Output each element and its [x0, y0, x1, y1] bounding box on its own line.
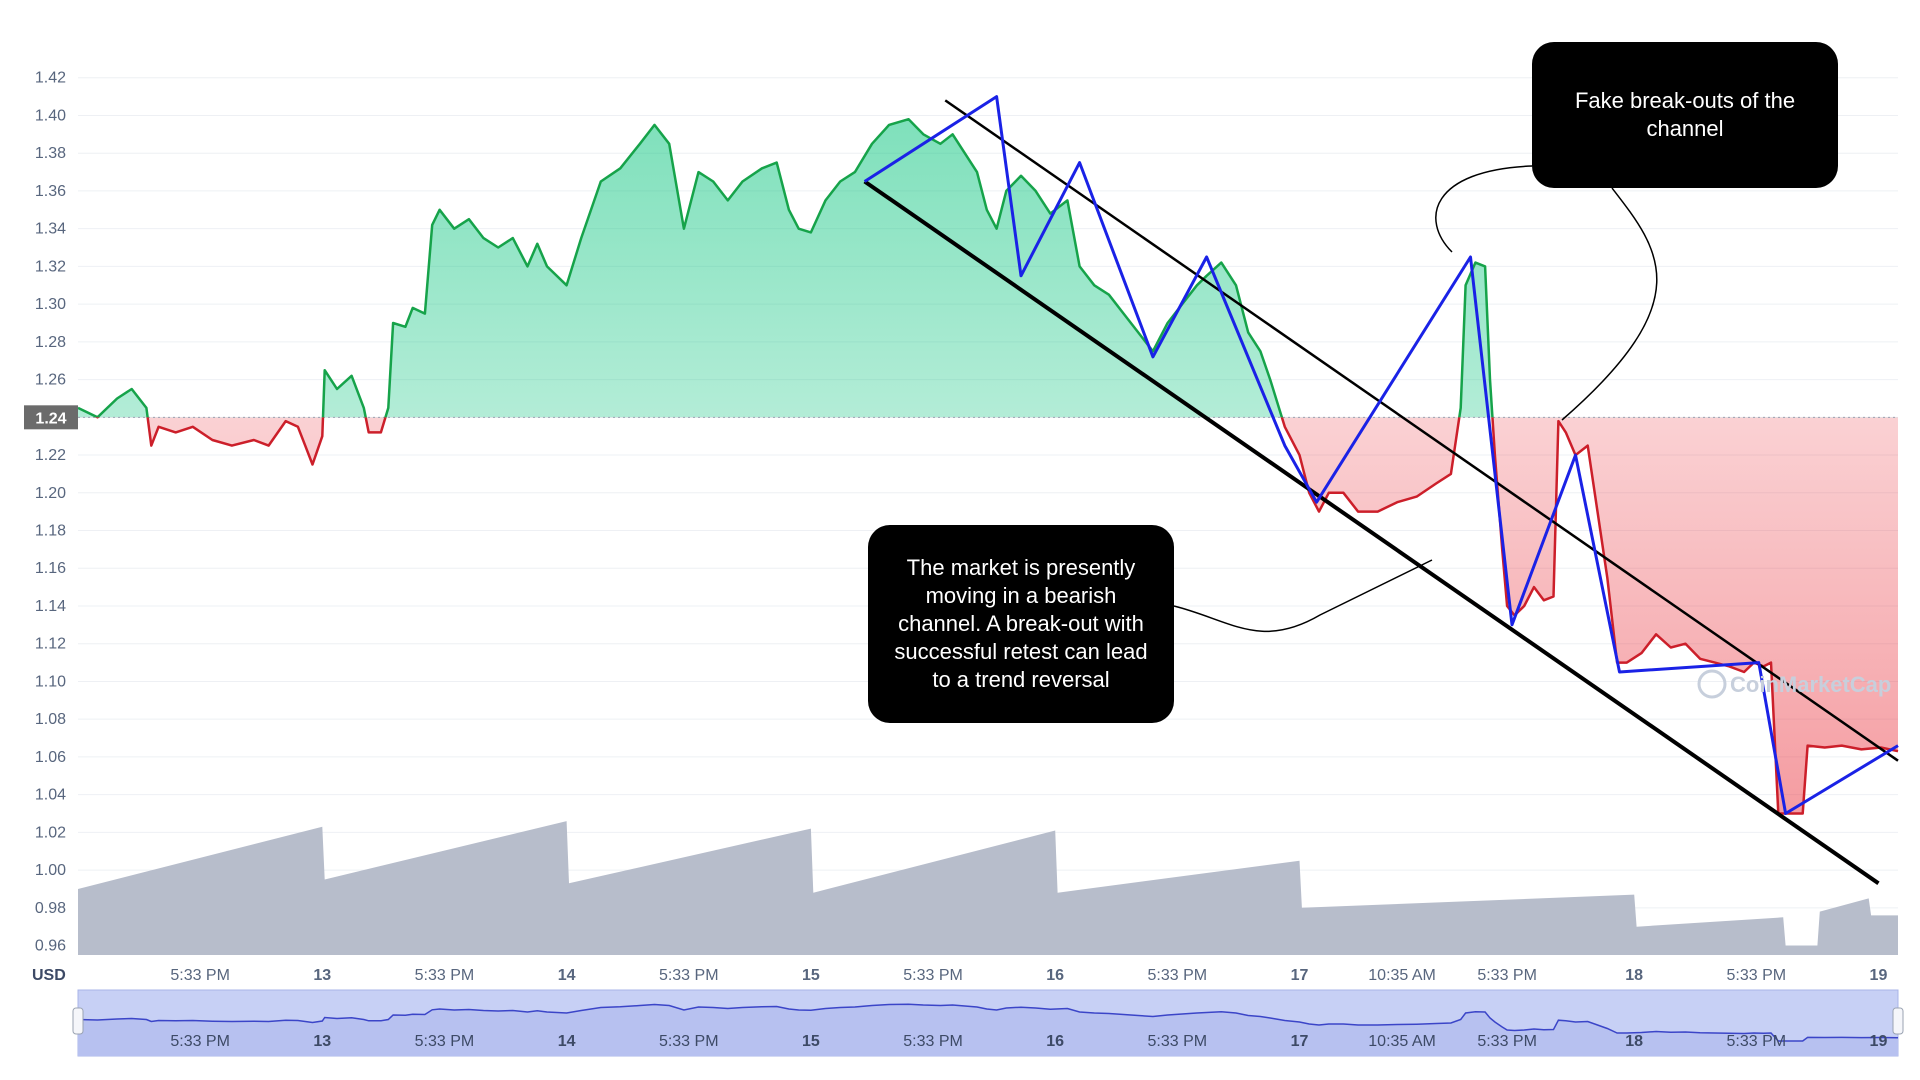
navigator-tick-label: 5:33 PM — [659, 1033, 719, 1050]
y-tick-label: 1.06 — [35, 749, 66, 766]
y-tick-label: 0.96 — [35, 938, 66, 955]
zigzag-line — [863, 95, 1899, 815]
x-tick-label: 15 — [802, 967, 820, 984]
x-tick-label: 5:33 PM — [415, 967, 475, 984]
y-tick-label: 1.22 — [35, 447, 66, 464]
y-tick-label: 1.00 — [35, 862, 66, 879]
reference-price-badge — [24, 405, 78, 430]
reference-price-label: 1.24 — [35, 410, 66, 427]
volume-bars — [78, 821, 1898, 955]
x-tick-label: 5:33 PM — [1727, 967, 1787, 984]
navigator-tick-label: 5:33 PM — [1477, 1033, 1537, 1050]
y-tick-label: 1.42 — [35, 70, 66, 87]
navigator-tick-label: 13 — [313, 1033, 331, 1050]
navigator-handle-left[interactable] — [72, 1007, 84, 1035]
y-tick-label: 1.20 — [35, 485, 66, 502]
price-area-below — [78, 417, 1898, 814]
price-line-up — [77, 117, 1494, 418]
callout-bearish-channel: The market is presently moving in a bear… — [868, 525, 1174, 723]
y-tick-label: 1.40 — [35, 107, 66, 124]
navigator-area — [78, 1004, 1898, 1056]
y-tick-label: 1.28 — [35, 334, 66, 351]
y-tick-label: 1.26 — [35, 372, 66, 389]
callout-bearish-channel-text: The market is presently moving in a bear… — [894, 555, 1148, 692]
navigator-line — [77, 1003, 1899, 1042]
price-area — [78, 119, 1898, 814]
connector-fake-breakout-right — [1561, 187, 1658, 421]
x-tick-label: 14 — [558, 967, 576, 984]
x-tick-label: 18 — [1625, 967, 1643, 984]
navigator-handle-right[interactable] — [1892, 1007, 1904, 1035]
x-tick-label: 19 — [1870, 967, 1888, 984]
y-tick-label: 1.30 — [35, 296, 66, 313]
x-tick-label: 17 — [1291, 967, 1309, 984]
y-tick-label: 1.34 — [35, 221, 66, 238]
x-tick-label: 5:33 PM — [1148, 967, 1208, 984]
zigzag-wave — [863, 95, 1899, 815]
y-axis: 1.42 1.40 1.38 1.36 1.34 1.32 1.30 1.28 1.26 1.22… — [24, 70, 78, 955]
navigator-tick-label: 16 — [1046, 1033, 1064, 1050]
y-tick-label: 0.98 — [35, 900, 66, 917]
x-tick-label: 10:35 AM — [1368, 967, 1436, 984]
navigator-tick-label: 14 — [558, 1033, 576, 1050]
y-tick-label: 1.36 — [35, 183, 66, 200]
y-tick-label: 1.12 — [35, 636, 66, 653]
y-tick-label: 1.02 — [35, 824, 66, 841]
navigator-tick-label: 17 — [1291, 1033, 1309, 1050]
y-tick-label: 1.08 — [35, 711, 66, 728]
channel-upper-line — [944, 99, 1899, 762]
currency-label: USD — [32, 967, 66, 984]
x-tick-label: 5:33 PM — [170, 967, 230, 984]
x-tick-label: 16 — [1046, 967, 1064, 984]
coinmarketcap-logo-icon — [1697, 669, 1727, 699]
y-tick-label: 1.18 — [35, 523, 66, 540]
time-navigator[interactable]: 5:33 PM 13 5:33 PM 14 5:33 PM 15 5:33 PM 16 5:33… — [72, 989, 1904, 1057]
bearish-channel — [863, 99, 1899, 885]
navigator-tick-label: 19 — [1870, 1033, 1888, 1050]
navigator-tick-label: 15 — [802, 1033, 820, 1050]
navigator-tick-label: 5:33 PM — [170, 1033, 230, 1050]
navigator-tick-label: 18 — [1625, 1033, 1643, 1050]
navigator-tick-label: 5:33 PM — [1727, 1033, 1787, 1050]
navigator-tick-label: 5:33 PM — [1148, 1033, 1208, 1050]
x-tick-label: 13 — [313, 967, 331, 984]
navigator-tick-label: 5:33 PM — [903, 1033, 963, 1050]
price-lines — [77, 117, 1899, 815]
y-tick-label: 1.32 — [35, 258, 66, 275]
channel-lower-line — [863, 179, 1880, 885]
callout-connectors — [1173, 165, 1658, 633]
connector-bearish-channel — [1173, 559, 1433, 633]
navigator-tick-label: 5:33 PM — [415, 1033, 475, 1050]
y-tick-label: 1.04 — [35, 787, 66, 804]
watermark-text: CoinMarketCap — [1730, 672, 1891, 697]
x-axis: USD 5:33 PM 13 5:33 PM 14 5:33 PM 15 5:33 PM 16 5… — [32, 967, 1887, 984]
x-tick-label: 5:33 PM — [659, 967, 719, 984]
price-area-above — [78, 119, 1493, 418]
connector-fake-breakout-left — [1435, 165, 1533, 253]
navigator-tick-label: 10:35 AM — [1368, 1033, 1436, 1050]
x-tick-label: 5:33 PM — [903, 967, 963, 984]
y-tick-label: 1.16 — [35, 560, 66, 577]
y-tick-label: 1.14 — [35, 598, 66, 615]
callout-fake-breakouts-text: Fake break-outs of the channel — [1574, 88, 1796, 141]
volume-area — [78, 821, 1898, 955]
watermark: CoinMarketCap — [1697, 669, 1891, 699]
price-line-down — [94, 417, 1899, 815]
callout-fake-breakouts: Fake break-outs of the channel — [1532, 42, 1838, 188]
x-tick-label: 5:33 PM — [1477, 967, 1537, 984]
y-tick-label: 1.10 — [35, 673, 66, 690]
y-tick-label: 1.38 — [35, 145, 66, 162]
